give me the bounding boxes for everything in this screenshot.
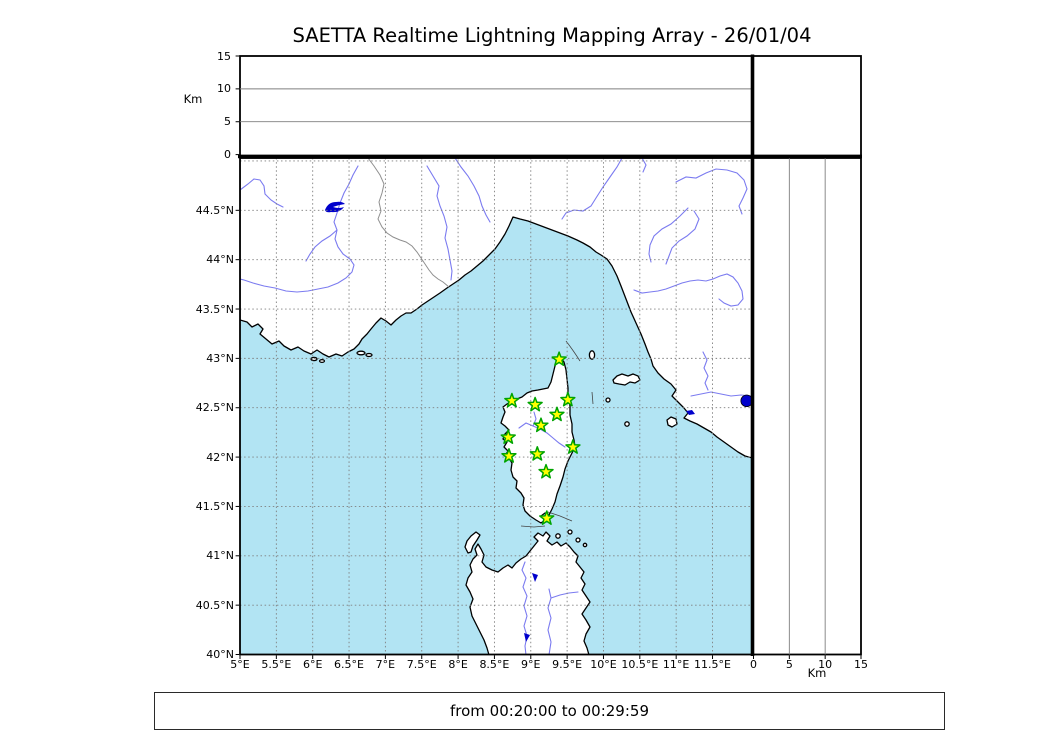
sardinia-reservoir — [524, 633, 530, 642]
lon-tick-label: 10°E — [590, 658, 617, 671]
lat-tick-label: 42.5°N — [195, 401, 234, 415]
altitude-tick-label: 5 — [785, 658, 793, 671]
altitude-tick-label: 0 — [750, 658, 757, 671]
lma-station-star — [501, 448, 517, 463]
lma-station-star — [560, 391, 576, 407]
lma-station-star — [549, 406, 565, 422]
lon-tick-label: 9°E — [521, 658, 541, 671]
small-islands — [310, 350, 678, 554]
lma-station-star — [527, 396, 543, 412]
maddalena-islet — [582, 542, 588, 548]
lma-station-star — [565, 439, 581, 454]
altitude-longitude-panel — [239, 55, 754, 158]
lon-tick-label: 6.5°E — [334, 658, 364, 671]
montecristo-island — [605, 397, 611, 403]
histogram-panel — [751, 55, 862, 158]
maddalena-islet — [575, 537, 581, 543]
lma-station-star — [500, 429, 516, 444]
panel-gridlines — [240, 88, 826, 655]
lat-tick-label: 44.5°N — [195, 203, 234, 217]
lon-tick-label: 9.5°E — [552, 658, 583, 671]
maddalena-islet — [555, 533, 561, 539]
lat-tick-label: 42°N — [206, 450, 234, 464]
axis-tick-marks — [235, 55, 862, 659]
lon-tick-label: 10.5°E — [621, 658, 659, 671]
sardinia-coastline — [465, 531, 591, 655]
giglio-island — [666, 416, 678, 428]
lat-tick-label: 41°N — [206, 549, 234, 563]
lon-tick-label: 11.5°E — [694, 658, 731, 671]
lma-station-star — [504, 392, 520, 408]
maddalena-islet — [567, 529, 573, 535]
alpine-lake — [325, 201, 345, 213]
altitude-axis-label-right: Km — [807, 666, 827, 680]
altitude-tick-label: 0 — [224, 148, 231, 162]
time-window-status-box: from 00:20:00 to 00:29:59 — [154, 692, 945, 730]
sardinia-reservoir — [532, 573, 538, 582]
altitude-tick-label: 10 — [217, 82, 231, 96]
lat-tick-label: 40°N — [206, 648, 234, 661]
lon-tick-label: 5.5°E — [261, 658, 292, 671]
hyeres-islet — [365, 352, 373, 358]
capraia-island — [588, 350, 596, 360]
mainland-coastline — [240, 158, 753, 459]
rivers — [240, 158, 752, 655]
altitude-tick-label: 5 — [224, 115, 231, 129]
asinara-island — [464, 531, 481, 554]
altitude-latitude-panel — [751, 157, 862, 656]
lat-tick-label: 43°N — [206, 351, 234, 365]
lon-tick-label: 5°E — [230, 658, 250, 671]
lon-tick-label: 7°E — [375, 658, 396, 671]
altitude-tick-label: 10 — [818, 658, 833, 671]
lma-stations — [500, 351, 753, 525]
lon-tick-label: 11°E — [662, 658, 690, 671]
pianosa-island — [624, 421, 630, 427]
lma-station-star — [529, 446, 546, 461]
time-window-text: from 00:20:00 to 00:29:59 — [449, 702, 649, 720]
altitude-axis-label-top: Km — [183, 92, 203, 106]
lat-tick-label: 43.5°N — [195, 302, 234, 316]
altitude-tick-label: 15 — [854, 658, 868, 671]
lma-station-star — [533, 417, 549, 433]
lakes — [325, 201, 695, 642]
lon-tick-label: 7.5°E — [406, 658, 437, 671]
lma-station-star — [551, 351, 567, 367]
lake-dot — [740, 394, 753, 408]
marseille-islet — [310, 356, 318, 362]
marseille-islet — [318, 358, 326, 364]
lat-tick-label: 44°N — [206, 253, 234, 267]
altitude-tick-label: 15 — [217, 49, 231, 63]
hyeres-islet — [356, 350, 366, 356]
country-border-line — [367, 158, 450, 288]
lon-tick-label: 8.5°E — [479, 658, 510, 671]
page-title: SAETTA Realtime Lightning Mapping Array … — [292, 24, 812, 47]
lma-station-star — [539, 510, 555, 525]
lma-station-star — [538, 463, 554, 479]
lon-tick-label: 6°E — [302, 658, 323, 671]
lat-tick-label: 41.5°N — [195, 499, 234, 513]
orbetello-lagoon — [686, 410, 695, 415]
lon-tick-label: 8°E — [448, 658, 468, 671]
lat-tick-label: 40.5°N — [195, 598, 234, 612]
